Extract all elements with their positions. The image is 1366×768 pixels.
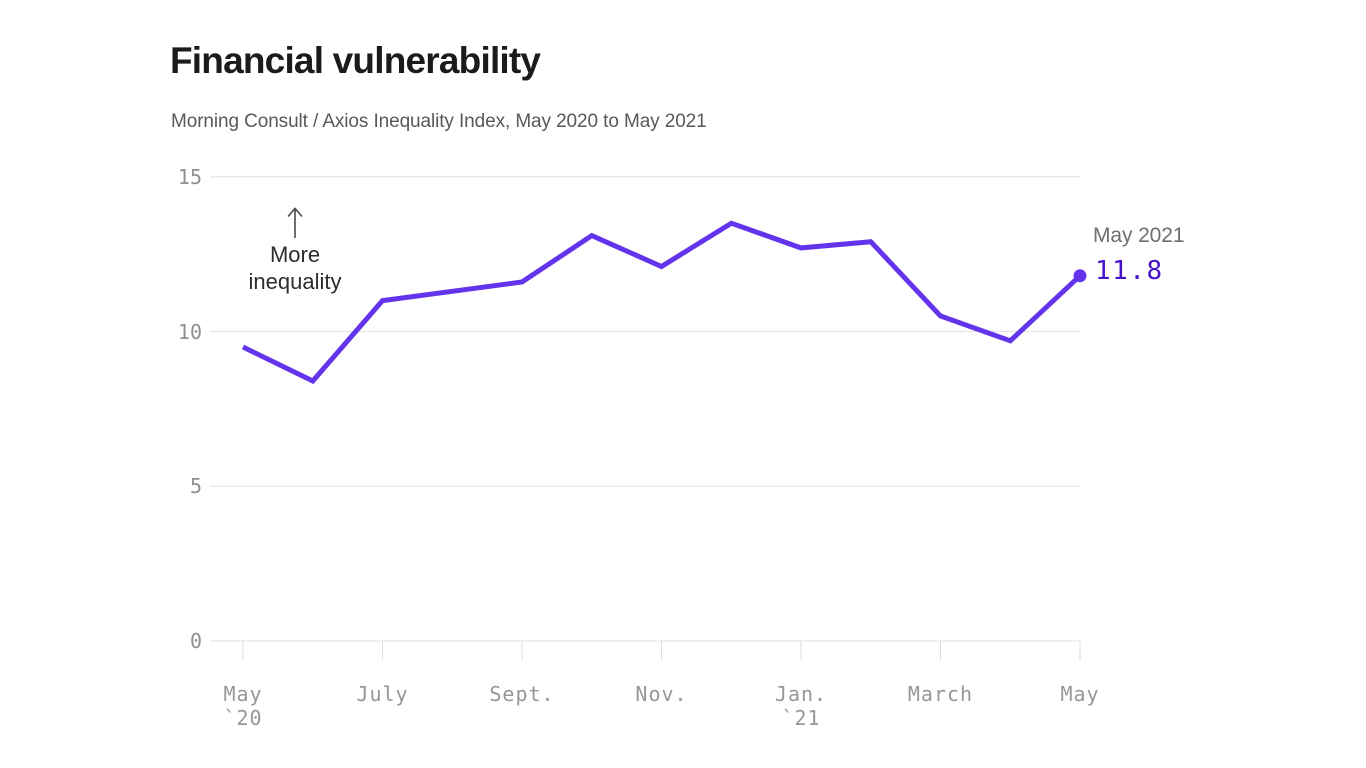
x-axis-label-month: Nov. <box>635 682 688 706</box>
y-axis-label-0: 0 <box>189 629 202 653</box>
x-axis-label-month: Jan. <box>774 682 828 706</box>
annotation-more-inequality: More inequality <box>215 205 375 295</box>
x-axis-label-month: May <box>223 682 263 706</box>
annotation-line1: More <box>269 242 321 267</box>
x-axis-label-jan: Jan. `21 <box>731 682 871 730</box>
chart-title: Financial vulnerability <box>170 40 541 81</box>
x-axis-label-year: `20 <box>223 706 263 730</box>
endpoint-dot <box>1073 269 1087 283</box>
y-axis-label-15: 15 <box>177 164 202 189</box>
up-arrow-icon <box>215 205 375 241</box>
x-axis-label-may: May `20 <box>173 682 313 730</box>
x-axis-label-year: `21 <box>781 706 821 730</box>
y-axis-label-5: 5 <box>189 474 202 499</box>
x-axis-label-may: May <box>1010 682 1150 706</box>
x-axis-label-sept: Sept. <box>452 682 592 706</box>
x-axis-label-month: May <box>1060 682 1100 706</box>
x-axis-label-july: July <box>313 682 453 706</box>
x-axis-label-month: July <box>356 682 409 706</box>
endpoint-date-label: May 2021 <box>1093 224 1185 247</box>
x-axis-label-nov: Nov. <box>592 682 732 706</box>
x-axis-label-month: March <box>907 682 974 706</box>
x-axis-label-month: Sept. <box>489 682 555 706</box>
x-axis-label-march: March <box>871 682 1011 706</box>
endpoint-value-label: 11.8 <box>1095 256 1164 286</box>
data-line <box>241 220 1082 385</box>
y-axis-label-10: 10 <box>177 319 202 344</box>
annotation-line2: inequality <box>248 269 342 294</box>
chart-subtitle: Morning Consult / Axios Inequality Index… <box>171 111 707 132</box>
